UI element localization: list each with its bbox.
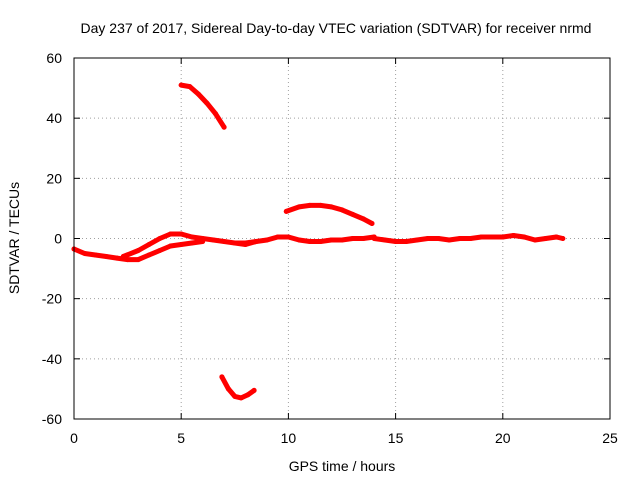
data-point <box>296 237 302 243</box>
data-point <box>245 392 251 398</box>
y-axis-label: SDTVAR / TECUs <box>6 182 22 294</box>
data-point <box>414 237 420 243</box>
data-point <box>446 237 452 243</box>
data-point <box>221 239 227 244</box>
data-point <box>204 100 210 106</box>
data-point <box>135 257 141 263</box>
data-point <box>500 234 506 240</box>
data-point <box>532 237 538 243</box>
data-point <box>219 374 225 380</box>
data-point <box>307 202 313 208</box>
data-point <box>371 236 377 241</box>
data-point <box>135 248 141 253</box>
data-point <box>82 251 88 256</box>
data-point <box>146 252 152 258</box>
data-point <box>296 204 302 210</box>
data-point <box>468 236 474 241</box>
data-point <box>457 236 463 241</box>
data-point <box>210 237 216 243</box>
x-tick-label: 0 <box>70 430 78 446</box>
x-tick-label: 5 <box>177 430 185 446</box>
y-tick-label: -40 <box>42 351 62 367</box>
x-tick-label: 20 <box>495 430 511 446</box>
data-point <box>328 204 334 210</box>
data-point <box>114 255 120 261</box>
data-point <box>393 239 399 244</box>
data-point <box>339 207 345 213</box>
data-point <box>369 221 375 226</box>
data-point <box>168 231 173 237</box>
x-tick-label: 15 <box>388 430 404 446</box>
data-point <box>238 395 244 401</box>
data-point <box>318 202 324 208</box>
data-point <box>318 239 324 244</box>
data-point <box>350 236 356 241</box>
series-layer <box>71 82 566 401</box>
data-point <box>187 84 193 90</box>
data-point <box>285 234 291 240</box>
data-point <box>178 242 184 247</box>
y-tick-label: -60 <box>42 411 62 427</box>
data-point <box>157 248 163 253</box>
data-point <box>350 211 356 217</box>
data-point <box>339 237 345 243</box>
data-point <box>146 242 152 247</box>
data-point <box>307 239 313 244</box>
data-point <box>283 208 289 214</box>
data-point <box>543 236 549 241</box>
data-point <box>157 236 163 241</box>
data-point <box>360 236 366 241</box>
data-point <box>489 234 495 240</box>
data-point <box>425 236 431 241</box>
data-point <box>225 386 231 392</box>
data-point <box>264 237 270 243</box>
y-tick-label: 20 <box>46 170 62 186</box>
chart-title: Day 237 of 2017, Sidereal Day-to-day VTE… <box>81 20 592 36</box>
axis-ticks: 0 5 10 15 20 25 -60 -40 -20 0 20 40 60 <box>42 50 618 446</box>
data-point <box>521 234 527 240</box>
y-tick-label: 40 <box>46 110 62 126</box>
data-point <box>275 234 281 240</box>
data-point <box>221 124 227 130</box>
data-point <box>560 236 566 241</box>
data-point <box>178 82 184 88</box>
data-point <box>168 243 173 249</box>
data-point <box>232 240 238 246</box>
data-point <box>436 236 441 241</box>
data-point <box>382 237 388 243</box>
x-tick-label: 10 <box>281 430 297 446</box>
data-point <box>213 111 218 117</box>
data-point <box>253 239 259 244</box>
data-point <box>103 254 109 259</box>
data-point <box>328 237 334 243</box>
data-point <box>251 387 257 393</box>
data-point <box>195 91 201 97</box>
y-tick-label: -20 <box>42 291 62 307</box>
x-tick-label: 25 <box>602 430 618 446</box>
data-point <box>189 240 195 246</box>
series-arc-upper-spike <box>178 82 227 130</box>
y-tick-label: 0 <box>54 231 62 247</box>
x-axis-label: GPS time / hours <box>289 458 396 474</box>
data-point <box>478 234 484 240</box>
data-point <box>553 234 559 240</box>
data-point <box>511 233 516 238</box>
data-point <box>200 239 206 244</box>
data-point <box>243 242 248 247</box>
data-point <box>403 239 409 244</box>
data-point <box>92 252 98 258</box>
data-point <box>360 216 366 222</box>
data-point <box>232 393 238 399</box>
data-point <box>178 231 184 237</box>
data-point <box>189 234 195 240</box>
y-tick-label: 60 <box>46 50 62 66</box>
data-point <box>125 257 131 263</box>
